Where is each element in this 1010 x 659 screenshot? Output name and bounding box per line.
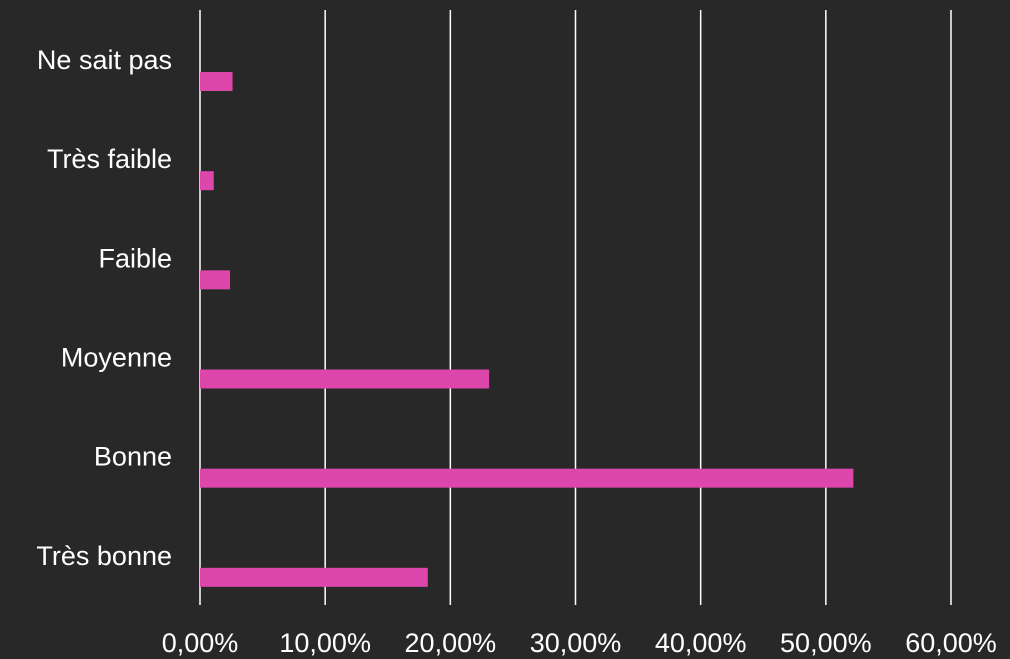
category-label: Moyenne <box>61 343 172 373</box>
x-tick-label: 30,00% <box>530 628 622 658</box>
category-label: Bonne <box>94 442 172 472</box>
category-labels: Ne sait pas Très faible Faible Moyenne Bonne… <box>36 45 172 571</box>
bar <box>200 270 231 290</box>
x-tick-label: 40,00% <box>655 628 747 658</box>
x-tick-labels: 0,00% 10,00% 20,00% 30,00% 40,00% 50,00% 60,00… <box>162 628 997 658</box>
category-label: Faible <box>98 243 172 273</box>
bar <box>200 567 428 587</box>
bar <box>200 468 854 488</box>
category-label: Très bonne <box>36 541 172 571</box>
bar <box>200 72 233 91</box>
x-tick-label: 0,00% <box>162 628 239 658</box>
x-tick-label: 50,00% <box>780 628 872 658</box>
x-tick-label: 60,00% <box>905 628 997 658</box>
x-tick-label: 20,00% <box>405 628 497 658</box>
x-tick-label: 10,00% <box>279 628 371 658</box>
bar <box>200 369 490 389</box>
category-label: Ne sait pas <box>37 45 172 75</box>
gridlines <box>199 10 952 605</box>
bar <box>200 171 214 191</box>
category-label: Très faible <box>47 144 172 174</box>
bars <box>200 72 854 587</box>
